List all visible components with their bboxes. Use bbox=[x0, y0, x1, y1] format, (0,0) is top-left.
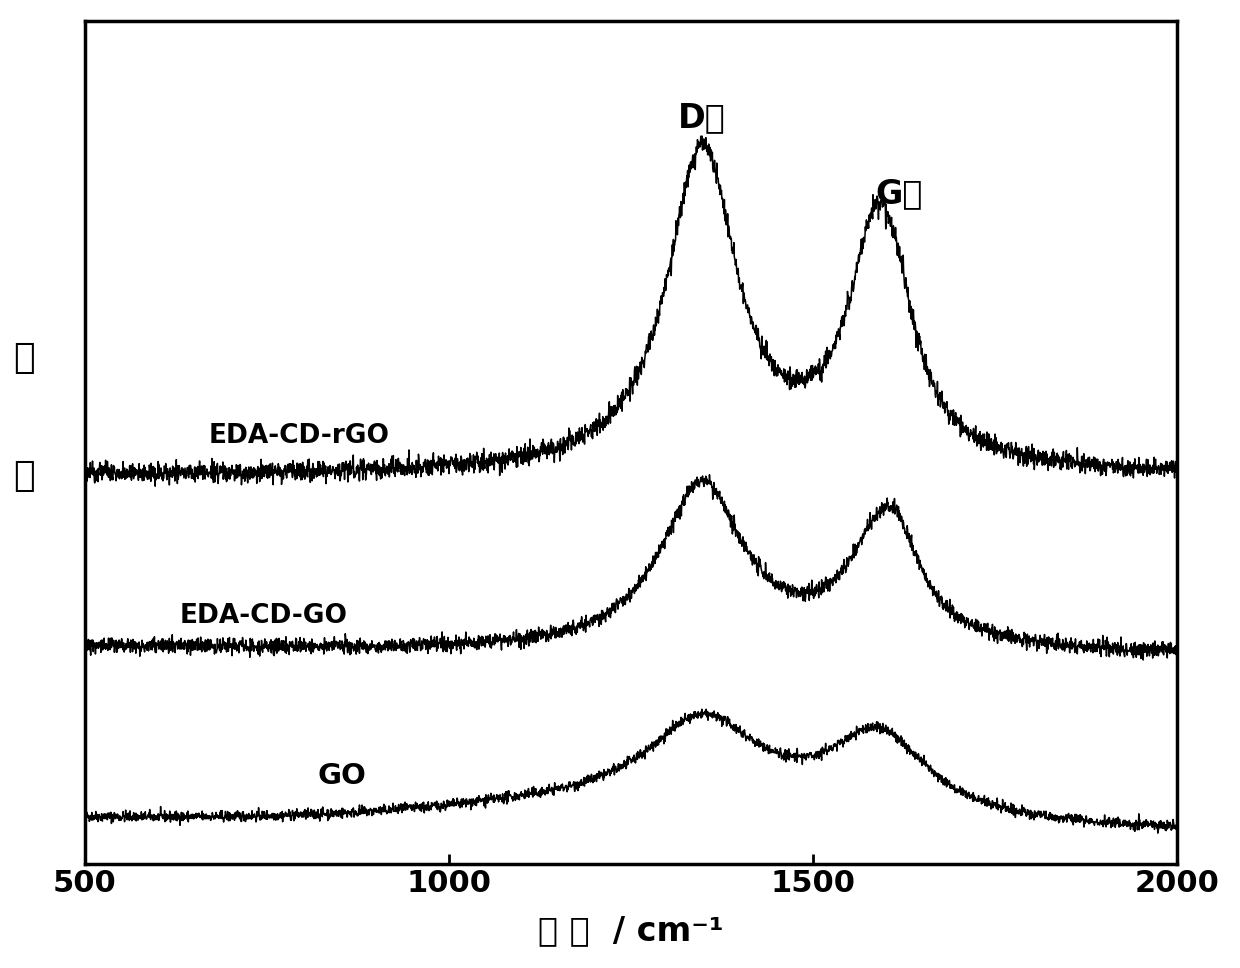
Text: G带: G带 bbox=[875, 177, 923, 210]
Text: EDA-CD-rGO: EDA-CD-rGO bbox=[208, 423, 389, 449]
Text: 强: 强 bbox=[14, 341, 35, 375]
Text: GO: GO bbox=[317, 762, 366, 790]
Text: D带: D带 bbox=[678, 102, 725, 135]
Text: EDA-CD-GO: EDA-CD-GO bbox=[179, 603, 347, 629]
X-axis label: 波 数  / cm⁻¹: 波 数 / cm⁻¹ bbox=[538, 914, 723, 947]
Text: 度: 度 bbox=[14, 459, 35, 493]
